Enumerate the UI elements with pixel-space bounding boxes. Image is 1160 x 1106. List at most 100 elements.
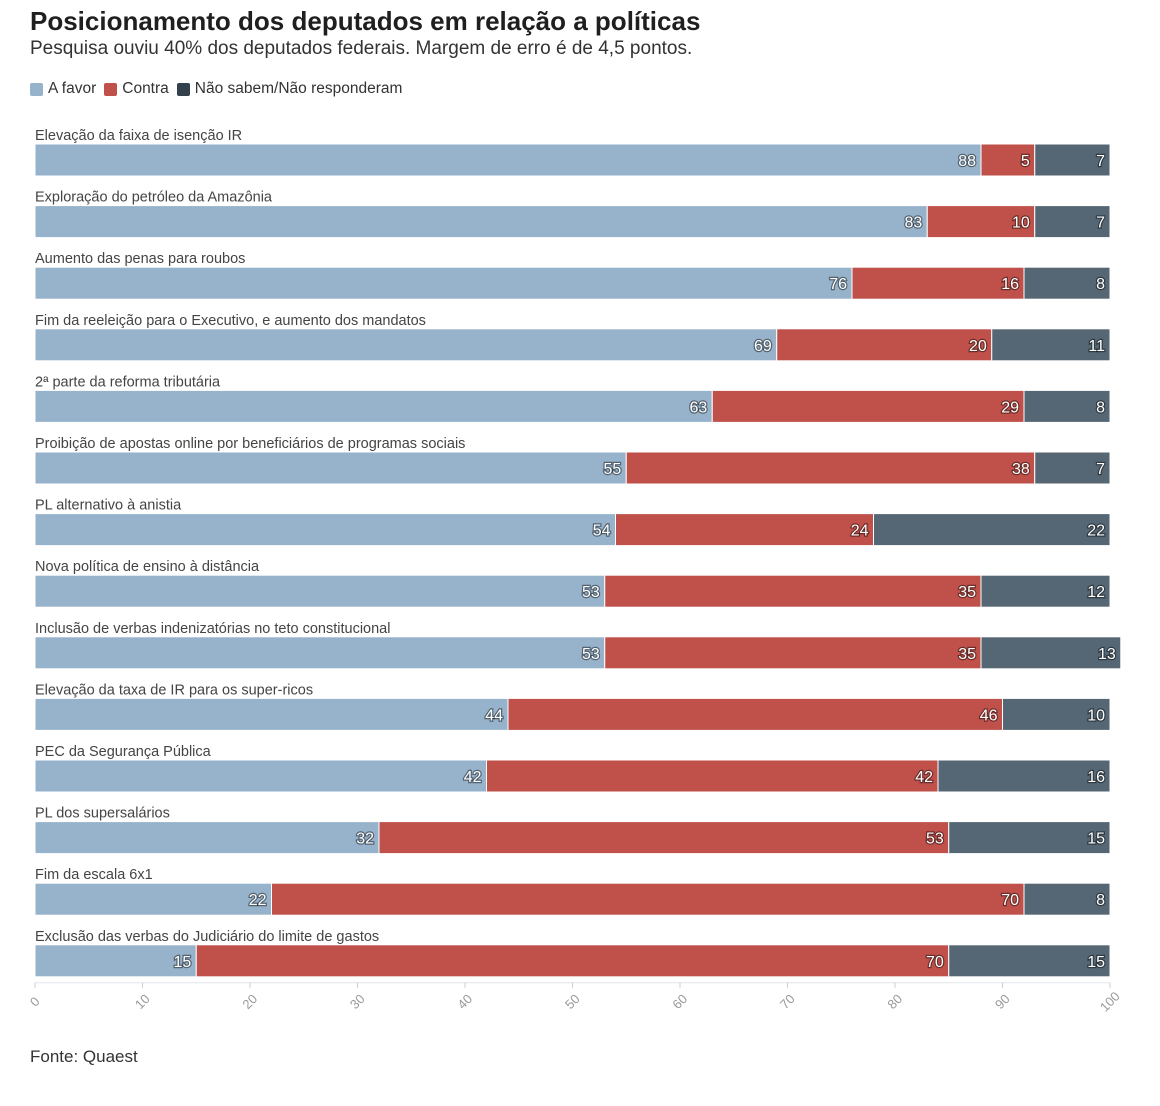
legend-item-contra[interactable]: Contra: [104, 80, 169, 98]
data-label-favor: 53: [582, 646, 600, 663]
category-label: Elevação da taxa de IR para os super-ric…: [35, 682, 313, 698]
x-tick-label: 20: [239, 991, 260, 1012]
category-label: Aumento das penas para roubos: [35, 251, 245, 267]
legend: A favor Contra Não sabem/Não responderam: [30, 80, 402, 98]
bar-contra: [378, 821, 950, 855]
legend-item-nao-sabem[interactable]: Não sabem/Não responderam: [176, 80, 402, 98]
data-label-contra: 5: [1021, 153, 1030, 170]
data-label-nao-sabem: 10: [1087, 707, 1105, 724]
data-label-favor: 32: [356, 831, 374, 848]
bar-nao-sabem: [1023, 266, 1111, 300]
category-label: Nova política de ensino à distância: [35, 559, 260, 575]
bar-nao-sabem: [873, 513, 1111, 547]
bar-favor: [34, 882, 272, 916]
data-label-favor: 76: [829, 276, 847, 293]
bar-nao-sabem: [1034, 143, 1111, 177]
data-label-favor: 88: [958, 153, 976, 170]
category-label: Elevação da faixa de isenção IR: [35, 128, 242, 144]
bar-contra: [604, 574, 982, 608]
bar-contra: [625, 451, 1036, 485]
legend-item-favor[interactable]: A favor: [30, 80, 96, 98]
x-tick-label: 0: [27, 994, 43, 1010]
bar-nao-sabem: [1034, 451, 1111, 485]
bar-favor: [34, 944, 197, 978]
x-tick-label: 60: [669, 991, 690, 1012]
x-tick-label: 80: [884, 991, 905, 1012]
data-label-contra: 24: [851, 523, 869, 540]
data-label-contra: 70: [1001, 892, 1019, 909]
category-label: Inclusão de verbas indenizatórias no tet…: [35, 621, 390, 637]
data-label-nao-sabem: 8: [1096, 399, 1105, 416]
legend-swatch-nao-sabem: [176, 82, 190, 96]
data-label-nao-sabem: 7: [1096, 215, 1105, 232]
x-tick-label: 70: [777, 991, 798, 1012]
bar-contra: [926, 205, 1036, 239]
bar-favor: [34, 759, 487, 793]
data-label-nao-sabem: 15: [1087, 954, 1105, 971]
data-label-contra: 46: [980, 707, 998, 724]
x-tick-label: 30: [347, 991, 368, 1012]
data-label-favor: 55: [603, 461, 621, 478]
data-label-contra: 35: [958, 646, 976, 663]
data-label-contra: 10: [1012, 215, 1030, 232]
x-tick-label: 90: [992, 991, 1013, 1012]
bar-contra: [776, 328, 993, 362]
bar-favor: [34, 328, 778, 362]
data-label-nao-sabem: 12: [1087, 584, 1105, 601]
legend-label-contra: Contra: [122, 80, 169, 97]
bar-nao-sabem: [1002, 697, 1111, 731]
bar-favor: [34, 266, 853, 300]
x-tick-label: 40: [454, 991, 475, 1012]
data-label-contra: 38: [1012, 461, 1030, 478]
bar-contra: [271, 882, 1025, 916]
data-label-nao-sabem: 7: [1096, 153, 1105, 170]
bar-contra: [507, 697, 1003, 731]
x-tick-label: 50: [562, 991, 583, 1012]
bar-nao-sabem: [1023, 882, 1111, 916]
data-label-nao-sabem: 15: [1087, 831, 1105, 848]
bar-contra: [195, 944, 950, 978]
data-label-favor: 15: [173, 954, 191, 971]
category-label: Proibição de apostas online por benefici…: [35, 436, 465, 452]
category-label: Exploração do petróleo da Amazônia: [35, 190, 273, 206]
data-label-contra: 70: [926, 954, 944, 971]
chart-title: Posicionamento dos deputados em relação …: [30, 6, 701, 36]
data-label-contra: 35: [958, 584, 976, 601]
bar-nao-sabem: [937, 759, 1111, 793]
bar-favor: [34, 574, 606, 608]
data-label-nao-sabem: 8: [1096, 892, 1105, 909]
bar-contra: [604, 636, 982, 670]
bar-contra: [711, 389, 1025, 423]
legend-label-favor: A favor: [48, 80, 97, 97]
data-label-nao-sabem: 22: [1087, 523, 1105, 540]
bar-favor: [34, 513, 616, 547]
data-label-favor: 83: [904, 215, 922, 232]
bar-contra: [615, 513, 874, 547]
x-tick-label: 10: [132, 991, 153, 1012]
bar-nao-sabem: [1034, 205, 1111, 239]
data-label-favor: 69: [754, 338, 772, 355]
data-label-contra: 20: [969, 338, 987, 355]
category-label: PL alternativo à anistia: [35, 498, 182, 514]
bar-favor: [34, 205, 928, 239]
data-label-favor: 44: [485, 707, 503, 724]
data-label-favor: 22: [249, 892, 267, 909]
bar-contra: [980, 143, 1036, 177]
data-label-nao-sabem: 16: [1087, 769, 1105, 786]
category-label: Fim da escala 6x1: [35, 867, 153, 883]
data-label-nao-sabem: 8: [1096, 276, 1105, 293]
bar-favor: [34, 143, 982, 177]
bar-contra: [486, 759, 939, 793]
bar-favor: [34, 636, 606, 670]
source-note: Fonte: Quaest: [30, 1047, 138, 1066]
category-label: PL dos supersalários: [35, 806, 170, 822]
data-label-contra: 29: [1001, 399, 1019, 416]
bar-nao-sabem: [948, 944, 1111, 978]
data-label-favor: 63: [689, 399, 707, 416]
bar-nao-sabem: [1023, 389, 1111, 423]
bar-contra: [851, 266, 1025, 300]
data-label-favor: 53: [582, 584, 600, 601]
bar-favor: [34, 389, 713, 423]
legend-swatch-contra: [104, 82, 118, 96]
